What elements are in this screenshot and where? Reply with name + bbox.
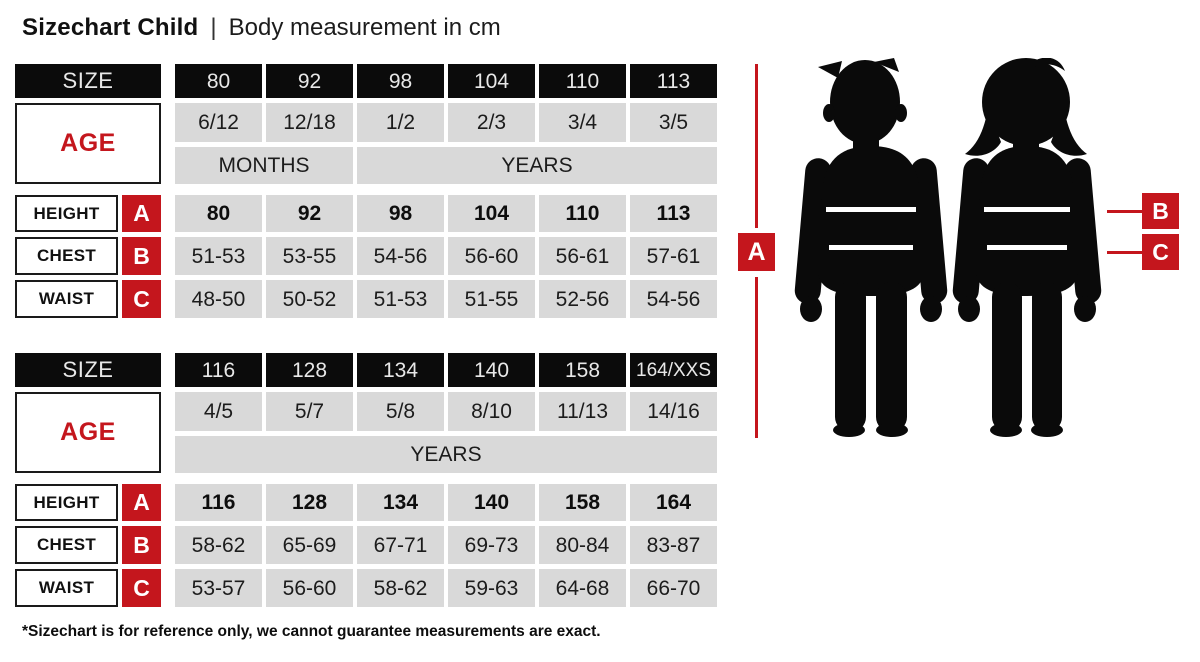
age-header: AGE (15, 392, 161, 473)
height-value: 158 (539, 484, 626, 521)
marker-a-badge: A (122, 195, 161, 232)
chest-value: 80-84 (539, 526, 626, 564)
title-subtitle: Body measurement in cm (228, 14, 501, 41)
height-value: 140 (448, 484, 535, 521)
size-cell: 92 (266, 64, 353, 98)
title-separator: | (210, 14, 217, 41)
chest-value: 69-73 (448, 526, 535, 564)
chest-value: 83-87 (630, 526, 717, 564)
size-cell: 104 (448, 64, 535, 98)
chest-value: 58-62 (175, 526, 262, 564)
size-cell: 113 (630, 64, 717, 98)
size-cell: 158 (539, 353, 626, 387)
marker-c-badge: C (122, 280, 161, 318)
size-cell: 98 (357, 64, 444, 98)
age-cell: 11/13 (539, 392, 626, 431)
waist-value: 56-60 (266, 569, 353, 607)
age-header: AGE (15, 103, 161, 184)
waist-measure-line (1107, 251, 1144, 254)
chest-value: 67-71 (357, 526, 444, 564)
waist-value: 51-53 (357, 280, 444, 318)
size-cell: 80 (175, 64, 262, 98)
row-label-chest: CHEST (15, 237, 118, 275)
chest-value: 56-61 (539, 237, 626, 275)
marker-a-label: A (738, 233, 775, 271)
height-value: 104 (448, 195, 535, 232)
unit-cell-months: MONTHS (175, 147, 353, 184)
chest-value: 51-53 (175, 237, 262, 275)
chest-value: 53-55 (266, 237, 353, 275)
title-main: Sizechart Child (22, 14, 199, 41)
girl-silhouette-icon (952, 58, 1102, 437)
height-value: 80 (175, 195, 262, 232)
height-value: 116 (175, 484, 262, 521)
waist-value: 66-70 (630, 569, 717, 607)
age-cell: 5/7 (266, 392, 353, 431)
size-header: SIZE (15, 353, 161, 387)
age-cell: 8/10 (448, 392, 535, 431)
waist-value: 59-63 (448, 569, 535, 607)
waist-value: 52-56 (539, 280, 626, 318)
unit-cell-years: YEARS (357, 147, 717, 184)
marker-b-badge: B (122, 237, 161, 275)
age-cell: 14/16 (630, 392, 717, 431)
age-cell: 12/18 (266, 103, 353, 142)
waist-value: 53-57 (175, 569, 262, 607)
height-value: 113 (630, 195, 717, 232)
row-label-height: HEIGHT (15, 484, 118, 521)
waist-value: 54-56 (630, 280, 717, 318)
row-label-chest: CHEST (15, 526, 118, 564)
waist-value: 64-68 (539, 569, 626, 607)
row-label-waist: WAIST (15, 280, 118, 318)
age-cell: 1/2 (357, 103, 444, 142)
marker-b-badge: B (122, 526, 161, 564)
size-cell: 116 (175, 353, 262, 387)
size-header: SIZE (15, 64, 161, 98)
height-value: 164 (630, 484, 717, 521)
row-label-waist: WAIST (15, 569, 118, 607)
row-label-height: HEIGHT (15, 195, 118, 232)
boy-silhouette-icon (794, 58, 948, 437)
marker-b-label: B (1142, 193, 1179, 229)
unit-cell-years: YEARS (175, 436, 717, 473)
age-cell: 3/5 (630, 103, 717, 142)
size-cell: 164/XXS (630, 353, 717, 387)
waist-value: 51-55 (448, 280, 535, 318)
chest-measure-line (1107, 210, 1144, 213)
age-cell: 5/8 (357, 392, 444, 431)
waist-value: 58-62 (357, 569, 444, 607)
page-title: Sizechart Child | Body measurement in cm (22, 14, 501, 42)
height-value: 110 (539, 195, 626, 232)
waist-value: 50-52 (266, 280, 353, 318)
marker-c-badge: C (122, 569, 161, 607)
chest-value: 54-56 (357, 237, 444, 275)
age-cell: 3/4 (539, 103, 626, 142)
size-cell: 134 (357, 353, 444, 387)
height-value: 128 (266, 484, 353, 521)
size-cell: 110 (539, 64, 626, 98)
height-measure-line-top (755, 64, 758, 228)
size-table-lower: SIZE 116 128 134 140 158 164/XXS AGE 4/5… (15, 353, 717, 607)
size-cell: 128 (266, 353, 353, 387)
age-cell: 2/3 (448, 103, 535, 142)
size-table-upper: SIZE 80 92 98 104 110 113 AGE 6/12 12/18… (15, 64, 717, 318)
marker-c-label: C (1142, 234, 1179, 270)
chest-value: 56-60 (448, 237, 535, 275)
height-measure-line-bottom (755, 277, 758, 438)
chest-value: 57-61 (630, 237, 717, 275)
footnote: *Sizechart is for reference only, we can… (22, 623, 601, 640)
age-cell: 6/12 (175, 103, 262, 142)
size-cell: 140 (448, 353, 535, 387)
chest-value: 65-69 (266, 526, 353, 564)
height-value: 92 (266, 195, 353, 232)
marker-a-badge: A (122, 484, 161, 521)
waist-value: 48-50 (175, 280, 262, 318)
height-value: 134 (357, 484, 444, 521)
age-cell: 4/5 (175, 392, 262, 431)
height-value: 98 (357, 195, 444, 232)
